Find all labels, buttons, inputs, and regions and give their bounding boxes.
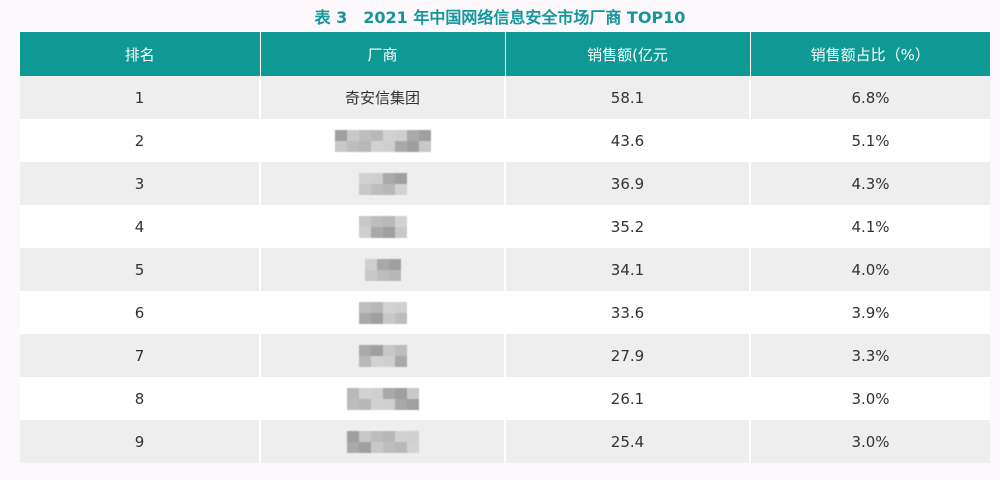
table-cell: 奇安信集团: [259, 76, 505, 119]
blurred-cell: [259, 334, 505, 377]
header-cell: 销售额占比（%）: [749, 32, 990, 76]
table-cell: 6: [20, 291, 260, 334]
table-cell: 3: [20, 162, 260, 205]
table-row: 6 33.6 3.9%: [20, 291, 990, 334]
blurred-name: [364, 258, 401, 281]
table-cell: 9: [20, 420, 260, 463]
blurred-cell: [259, 205, 505, 248]
table-cell: 3.0%: [749, 420, 990, 463]
table: 排名 厂商 销售额(亿元 销售额占比（%） 1 奇安信集团 58.1 6.8% 2 43.6 5.…: [20, 32, 990, 463]
table-row: 5 34.1 4.0%: [20, 248, 990, 291]
table-cell: 43.6: [504, 119, 750, 162]
blurred-name: [358, 301, 407, 324]
table-cell: 34.1: [504, 248, 750, 291]
table-cell: 36.9: [504, 162, 750, 205]
table-cell: 5.1%: [749, 119, 990, 162]
table-cell: 58.1: [504, 76, 750, 119]
header-row: 排名 厂商 销售额(亿元 销售额占比（%）: [20, 32, 990, 76]
table-body: 1 奇安信集团 58.1 6.8% 2 43.6 5.1% 3 36.9 4.3% 4 35.2 4.1…: [20, 76, 990, 463]
table-row: 1 奇安信集团 58.1 6.8%: [20, 76, 990, 119]
table-cell: 4.1%: [749, 205, 990, 248]
blurred-name: [334, 129, 431, 152]
blurred-cell: [259, 162, 505, 205]
blurred-cell: [259, 420, 505, 463]
blurred-name: [358, 215, 407, 238]
header-cell: 厂商: [259, 32, 505, 76]
table-cell: 8: [20, 377, 260, 420]
table-cell: 35.2: [504, 205, 750, 248]
table-cell: 1: [20, 76, 260, 119]
blurred-name: [358, 344, 407, 367]
table-cell: 25.4: [504, 420, 750, 463]
table-row: 7 27.9 3.3%: [20, 334, 990, 377]
blurred-cell: [259, 377, 505, 420]
table-cell: 4.3%: [749, 162, 990, 205]
table-cell: 2: [20, 119, 260, 162]
table-row: 4 35.2 4.1%: [20, 205, 990, 248]
blurred-cell: [259, 291, 505, 334]
table-cell: 5: [20, 248, 260, 291]
table-cell: 4.0%: [749, 248, 990, 291]
table-cell: 7: [20, 334, 260, 377]
blurred-name: [346, 387, 419, 410]
blurred-cell: [259, 119, 505, 162]
table-row: 2 43.6 5.1%: [20, 119, 990, 162]
blurred-name: [346, 430, 419, 453]
header-cell: 销售额(亿元: [504, 32, 750, 76]
table-row: 9 25.4 3.0%: [20, 420, 990, 463]
table-row: 8 26.1 3.0%: [20, 377, 990, 420]
table-cell: 3.3%: [749, 334, 990, 377]
table-cell: 26.1: [504, 377, 750, 420]
table-title: 表 3 2021 年中国网络信息安全市场厂商 TOP10: [314, 8, 686, 27]
table-cell: 6.8%: [749, 76, 990, 119]
blurred-cell: [259, 248, 505, 291]
table-cell: 33.6: [504, 291, 750, 334]
table-cell: 4: [20, 205, 260, 248]
table-cell: 27.9: [504, 334, 750, 377]
table-cell: 3.0%: [749, 377, 990, 420]
table-row: 3 36.9 4.3%: [20, 162, 990, 205]
blurred-name: [358, 172, 407, 195]
table-cell: 3.9%: [749, 291, 990, 334]
header-cell: 排名: [20, 32, 260, 76]
